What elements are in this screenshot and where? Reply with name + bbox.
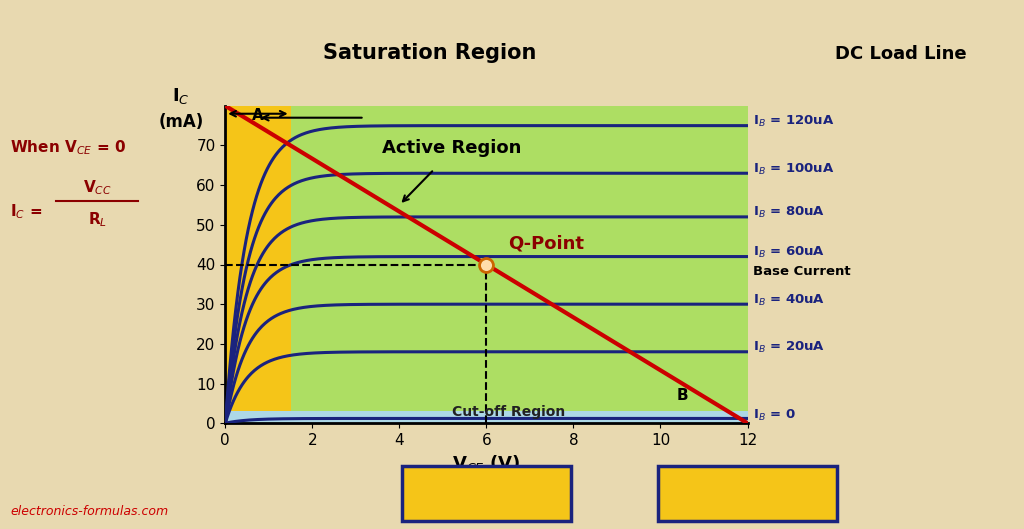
Bar	[225, 106, 291, 412]
Text: Base Current: Base Current	[753, 264, 850, 278]
Text: I$_B$ = 120uA: I$_B$ = 120uA	[753, 114, 834, 129]
Text: A: A	[252, 108, 264, 123]
Text: B: B	[677, 388, 688, 403]
Text: Saturation Region: Saturation Region	[324, 43, 537, 63]
Text: When I$_C$ = 0: When I$_C$ = 0	[700, 477, 795, 495]
Text: V$_{CC}$: V$_{CC}$	[83, 178, 112, 197]
Text: I$_B$ = 20uA: I$_B$ = 20uA	[753, 340, 824, 355]
Text: I$_B$ = 40uA: I$_B$ = 40uA	[753, 293, 824, 308]
Text: I$_B$ = 60uA: I$_B$ = 60uA	[753, 245, 824, 260]
Text: (mA): (mA)	[159, 113, 204, 131]
Text: When V$_{CE}$ = 0: When V$_{CE}$ = 0	[10, 139, 126, 158]
Text: R$_L$: R$_L$	[88, 210, 106, 229]
Text: I$_B$ = 0: I$_B$ = 0	[753, 408, 796, 423]
Text: V$_{CE}$ = V$_{CC}$: V$_{CE}$ = V$_{CC}$	[712, 496, 783, 513]
Text: I$_C$ =: I$_C$ =	[10, 202, 42, 221]
Text: I$_B$ = 100uA: I$_B$ = 100uA	[753, 162, 834, 177]
Bar	[225, 412, 748, 423]
Text: V$_{CE}$ = $\frac{1}{2}$V$_{CC}$: V$_{CE}$ = $\frac{1}{2}$V$_{CC}$	[442, 480, 530, 506]
Text: I$_C$: I$_C$	[172, 86, 189, 106]
Text: Cut-off Region: Cut-off Region	[452, 405, 565, 419]
Text: DC Load Line: DC Load Line	[836, 45, 967, 63]
Text: I$_B$ = 80uA: I$_B$ = 80uA	[753, 205, 824, 221]
X-axis label: V$_{CE}$ (V): V$_{CE}$ (V)	[453, 453, 520, 475]
Text: Q-Point: Q-Point	[508, 234, 584, 252]
Text: Active Region: Active Region	[382, 140, 521, 158]
Text: electronics-formulas.com: electronics-formulas.com	[10, 505, 168, 518]
